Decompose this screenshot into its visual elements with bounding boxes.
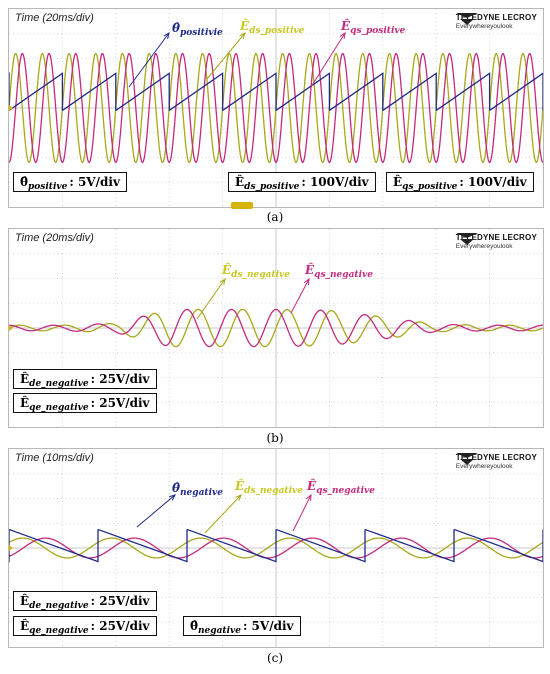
- scope-panel-b: Time (20ms/div) TELEDYNE LECROY Everywhe…: [8, 228, 544, 428]
- scale-ede-negative: Êde_negative: 25V/div: [13, 591, 157, 611]
- logo-name: TELEDYNE LECROY: [455, 453, 537, 462]
- logo-name: TELEDYNE LECROY: [455, 233, 537, 242]
- time-base-label: Time (20ms/div): [15, 12, 94, 24]
- logo-tagline: Everywhereyoulook: [455, 243, 513, 250]
- logo-tagline: Everywhereyoulook: [455, 463, 513, 470]
- label-pointer-head: [219, 277, 226, 285]
- label-pointer-head: [163, 31, 170, 39]
- eds-negative-label: Êds_negative: [222, 263, 290, 280]
- time-base-label: Time (10ms/div): [15, 452, 94, 464]
- label-pointer: [292, 494, 312, 532]
- trace-qs_positive: [9, 53, 543, 164]
- teledyne-lecroy-logo: TELEDYNE LECROY Everywhereyoulook: [455, 13, 537, 31]
- trace-qs_negative: [9, 308, 543, 348]
- theta-negative-label: θ̂negative: [172, 481, 223, 498]
- logo-tagline: Everywhereyoulook: [455, 23, 513, 30]
- scale-eds-positive: Êds_positive: 100V/div: [228, 172, 376, 192]
- label-pointer-head: [339, 31, 346, 40]
- logo-name: TELEDYNE LECROY: [455, 13, 537, 22]
- label-pointer-head: [235, 494, 242, 501]
- grid: [9, 449, 543, 647]
- scale-theta-positive: θ̂positive: 5V/div: [13, 172, 127, 192]
- label-pointer: [136, 494, 176, 528]
- label-pointer: [128, 32, 170, 88]
- label-pointer-head: [304, 277, 310, 286]
- label-pointer: [204, 494, 242, 534]
- scale-eqe-negative: Êqe_negative: 25V/div: [13, 393, 157, 413]
- label-pointer-head: [306, 493, 312, 502]
- ground-marker: [9, 545, 13, 551]
- eqs-negative-label: Êqs_negative: [307, 479, 375, 496]
- label-pointer: [290, 278, 310, 314]
- teledyne-lecroy-logo: TELEDYNE LECROY Everywhereyoulook: [455, 453, 537, 471]
- eds-negative-label: Êds_negative: [235, 479, 303, 496]
- scale-ede-negative: Êde_negative: 25V/div: [13, 369, 157, 389]
- scope-panel-a: Time (20ms/div) TELEDYNE LECROY Everywhe…: [8, 8, 544, 209]
- trigger-marker: [231, 202, 253, 209]
- scale-eqe-negative: Êqe_negative: 25V/div: [13, 616, 157, 636]
- time-base-label: Time (20ms/div): [15, 232, 94, 244]
- label-pointer: [196, 278, 226, 320]
- eqs-negative-label: Êqs_negative: [305, 263, 373, 280]
- trace-negative: [9, 528, 543, 563]
- lecroy-mark-icon: [455, 233, 478, 245]
- teledyne-lecroy-logo: TELEDYNE LECROY Everywhereyoulook: [455, 233, 537, 251]
- theta-positive-label: θ̂positivie: [172, 21, 223, 38]
- eqs-positive-label: Êqs_positive: [341, 19, 406, 36]
- scale-eqs-positive: Êqs_positive: 100V/div: [386, 172, 534, 192]
- trace-positivie: [9, 72, 543, 112]
- ground-marker: [9, 105, 13, 111]
- caption-c: (c): [266, 651, 284, 665]
- label-pointer: [206, 32, 246, 80]
- caption-a: (a): [266, 210, 284, 224]
- label-pointer: [310, 32, 346, 88]
- ground-marker: [9, 325, 13, 331]
- scope-panel-c: Time (10ms/div) TELEDYNE LECROY Everywhe…: [8, 448, 544, 648]
- label-pointer-head: [169, 494, 176, 501]
- scale-theta-negative: θ̂negative: 5V/div: [183, 616, 301, 636]
- trace-ds_negative: [9, 308, 543, 348]
- lecroy-mark-icon: [455, 13, 478, 25]
- label-pointer-head: [239, 32, 246, 39]
- caption-b: (b): [266, 431, 284, 445]
- scope-plot-c: [9, 449, 543, 647]
- eds-positive-label: Êds_positive: [240, 19, 305, 36]
- lecroy-mark-icon: [455, 453, 478, 465]
